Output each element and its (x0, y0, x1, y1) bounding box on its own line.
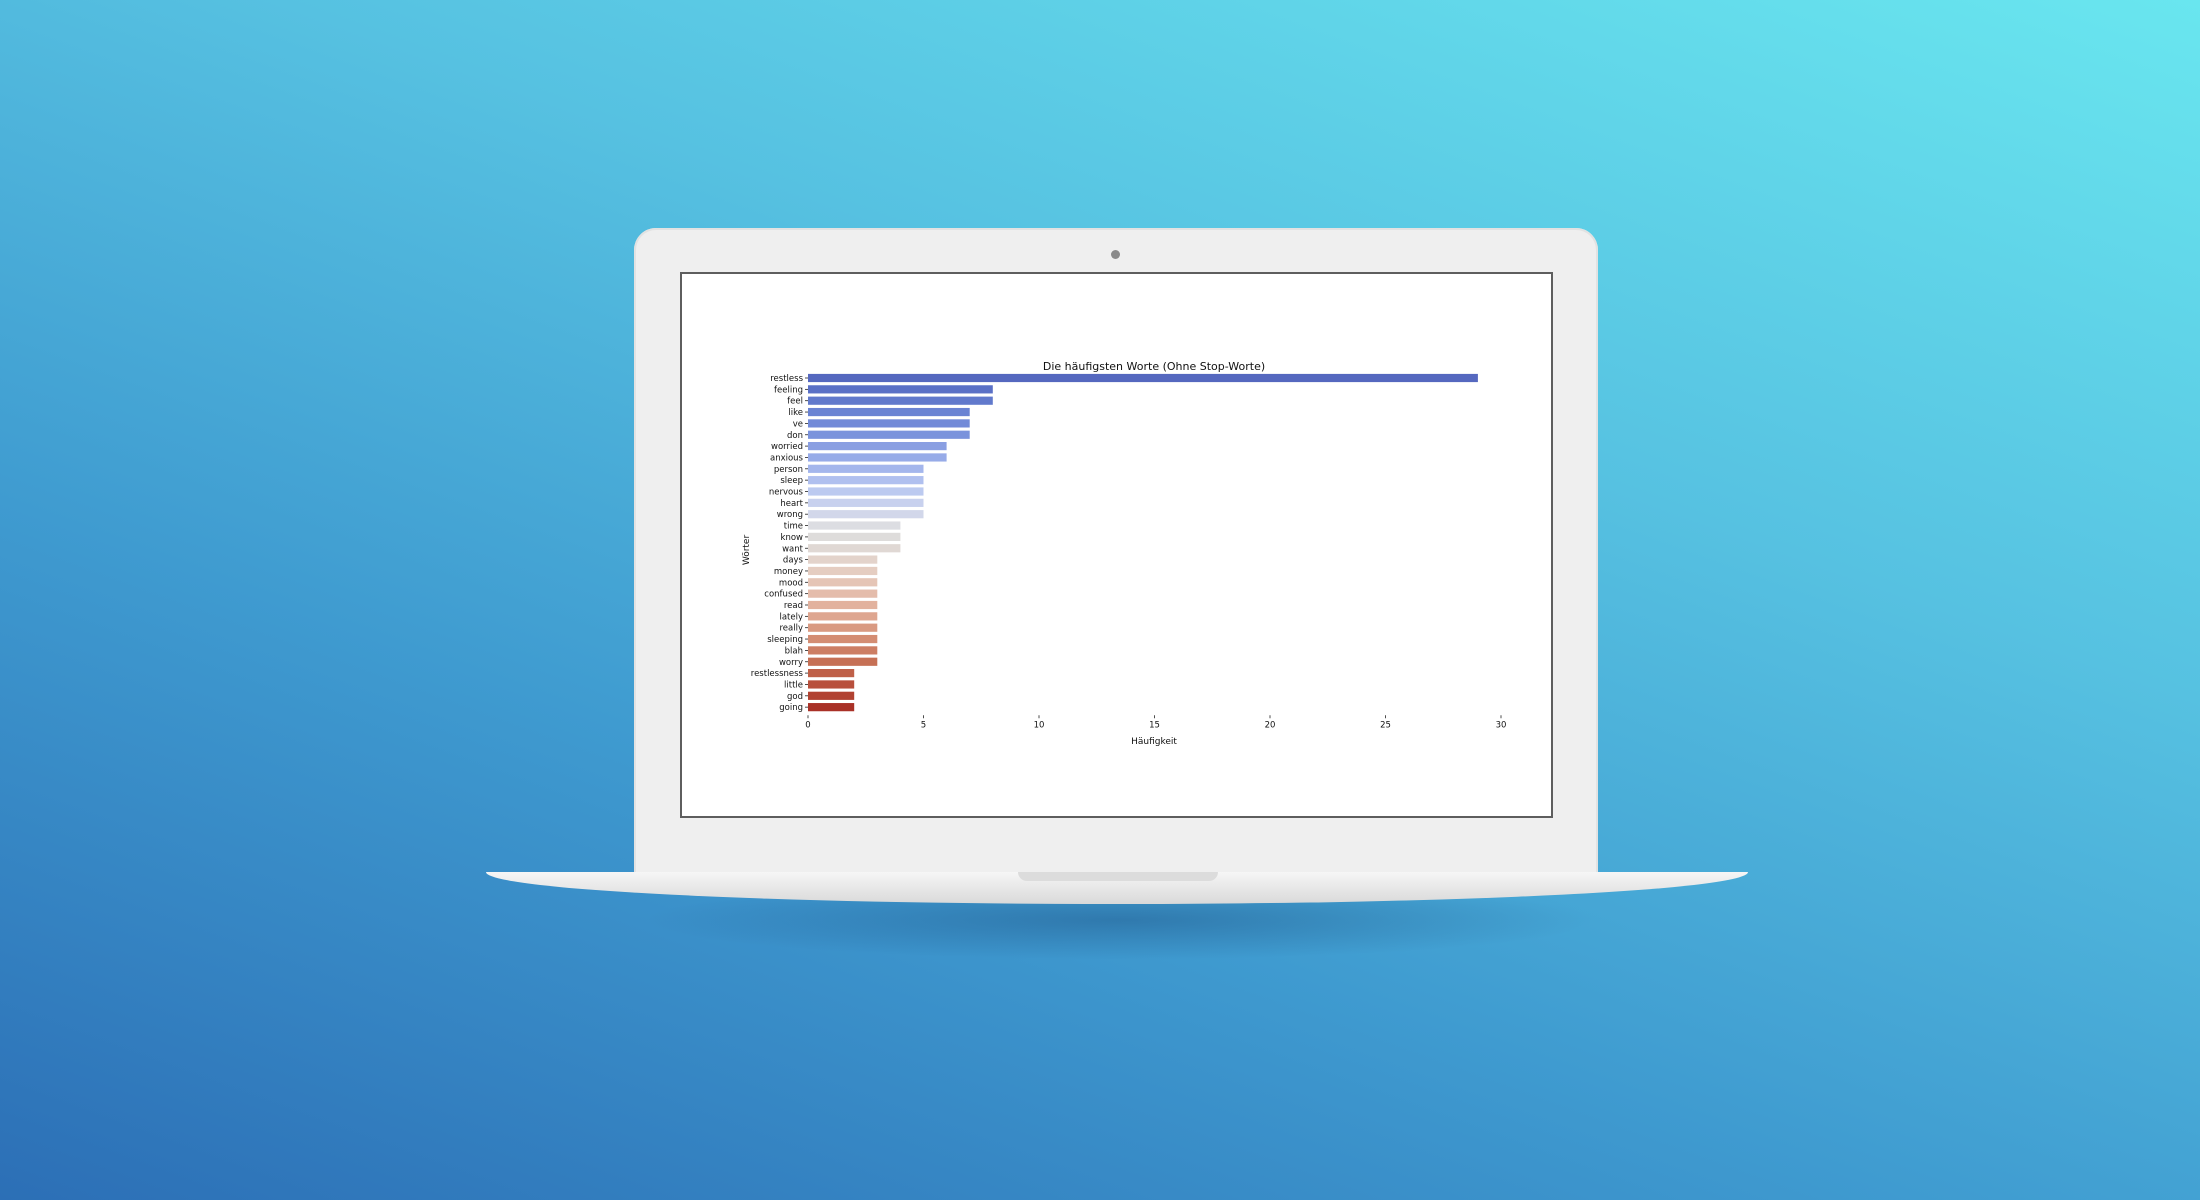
bar-feeling (808, 385, 993, 394)
y-tick-label-going: going (779, 703, 803, 713)
y-tick-label-restless: restless (770, 374, 803, 384)
bar-wrong (808, 510, 924, 519)
y-tick-label-worried: worried (771, 442, 803, 452)
y-tick-label-restlessness: restlessness (751, 669, 804, 679)
bar-really (808, 623, 878, 632)
y-tick-label-time: time (784, 522, 803, 532)
y-tick-label-like: like (788, 408, 803, 418)
y-tick-label-feeling: feeling (774, 385, 803, 395)
y-tick-label-ve: ve (793, 419, 803, 429)
x-tick-label-15: 15 (1149, 720, 1160, 730)
bar-want (808, 544, 901, 553)
bar-god (808, 691, 855, 700)
y-tick-label-wrong: wrong (777, 510, 803, 520)
x-tick-label-5: 5 (921, 720, 926, 730)
y-tick-label-nervous: nervous (769, 488, 804, 498)
x-tick-label-25: 25 (1380, 720, 1391, 730)
x-tick-label-10: 10 (1034, 720, 1045, 730)
bar-ve (808, 419, 970, 428)
bar-time (808, 521, 901, 530)
bar-sleep (808, 476, 924, 485)
bar-worried (808, 442, 947, 451)
bar-little (808, 680, 855, 689)
x-tick-label-30: 30 (1496, 720, 1507, 730)
x-tick-labels: 0 5 10 15 20 25 30 (805, 715, 1506, 730)
camera-icon (1111, 250, 1120, 259)
y-tick-label-lately: lately (779, 612, 803, 622)
y-tick-label-read: read (784, 601, 803, 611)
x-tick-label-0: 0 (805, 720, 810, 730)
y-tick-label-blah: blah (785, 646, 803, 656)
y-tick-label-really: really (780, 624, 804, 634)
bar-heart (808, 498, 924, 507)
bar-mood (808, 578, 878, 587)
y-tick-label-days: days (783, 556, 804, 566)
bar-blah (808, 646, 878, 655)
bar-nervous (808, 487, 924, 496)
bar-restless (808, 373, 1478, 383)
y-tick-label-want: want (782, 544, 804, 554)
y-tick-label-sleeping: sleeping (767, 635, 803, 645)
chart-title: Die häufigsten Worte (Ohne Stop-Worte) (1043, 360, 1265, 373)
y-tick-label-money: money (774, 567, 803, 577)
bar-person (808, 464, 924, 473)
bar-going (808, 703, 855, 712)
bars-group (808, 373, 1478, 712)
bar-sleeping (808, 634, 878, 644)
bar-read (808, 600, 878, 610)
y-tick-label-don: don (787, 431, 803, 441)
y-tick-label-person: person (774, 465, 803, 475)
bar-know (808, 532, 901, 541)
bar-confused (808, 589, 878, 598)
y-tick-label-anxious: anxious (770, 453, 804, 463)
y-tick-label-know: know (781, 533, 804, 543)
bar-anxious (808, 453, 947, 462)
y-tick-label-worry: worry (779, 658, 803, 668)
bar-lately (808, 612, 878, 621)
laptop-screen: Die häufigsten Worte (Ohne Stop-Worte) W… (680, 272, 1553, 818)
laptop-notch (1018, 872, 1218, 881)
x-tick-label-20: 20 (1265, 720, 1276, 730)
y-tick-label-confused: confused (764, 590, 803, 600)
y-tick-label-mood: mood (779, 578, 803, 588)
bar-restlessness (808, 669, 855, 678)
bar-chart: Die häufigsten Worte (Ohne Stop-Worte) W… (742, 360, 1506, 747)
bar-days (808, 555, 878, 564)
bar-feel (808, 396, 993, 405)
bar-money (808, 566, 878, 576)
y-tick-label-little: little (784, 680, 803, 690)
y-tick-label-sleep: sleep (780, 476, 803, 486)
x-axis-label: Häufigkeit (1131, 737, 1177, 747)
y-tick-label-heart: heart (780, 499, 803, 509)
bar-don (808, 430, 970, 439)
y-axis-label: Wörter (742, 535, 752, 566)
y-tick-label-feel: feel (787, 397, 803, 407)
bar-like (808, 407, 970, 417)
y-tick-label-god: god (787, 692, 803, 702)
bar-worry (808, 657, 878, 666)
